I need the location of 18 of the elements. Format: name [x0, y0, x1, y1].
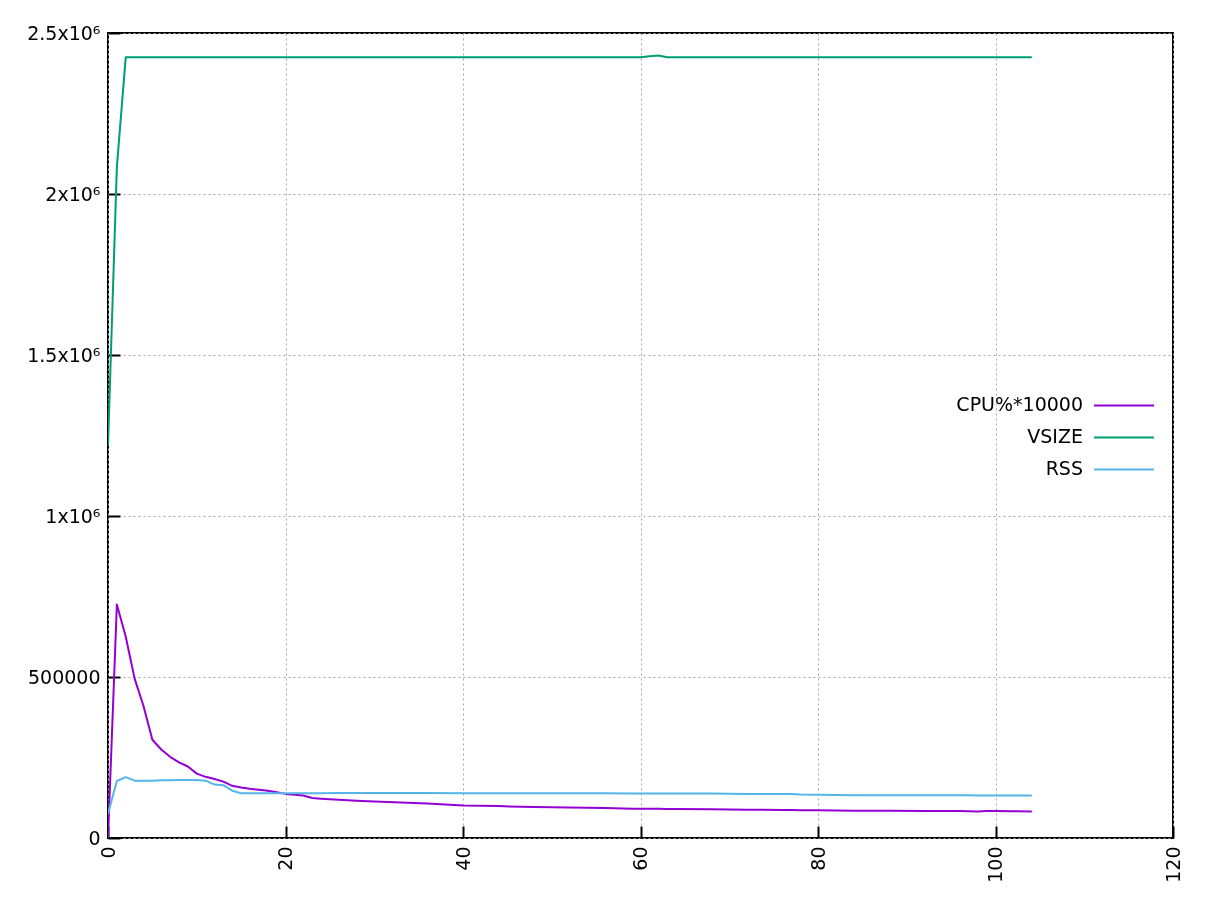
x-tick-label: 120	[1161, 846, 1184, 883]
legend-label: RSS	[1045, 457, 1083, 480]
x-tick-label: 60	[629, 846, 651, 871]
x-tick-label: 0	[96, 846, 119, 859]
y-tick-label: 0	[88, 826, 101, 849]
y-tick-label: 500000	[27, 665, 101, 688]
x-tick-label: 40	[451, 846, 474, 871]
y-tick-label: 2.5x10⁶	[27, 21, 101, 44]
y-tick-label: 1.5x10⁶	[27, 343, 101, 366]
line-series	[108, 603, 1032, 838]
legend-label: VSIZE	[1027, 425, 1083, 448]
x-tick-label: 80	[806, 846, 829, 871]
x-tick-label: 100	[984, 846, 1006, 883]
y-tick-label: 2x10⁶	[45, 182, 101, 205]
legend-label: CPU%*10000	[956, 393, 1083, 416]
x-tick-label: 20	[274, 846, 296, 871]
line-series	[108, 776, 1032, 815]
y-tick-label: 1x10⁶	[45, 504, 101, 527]
